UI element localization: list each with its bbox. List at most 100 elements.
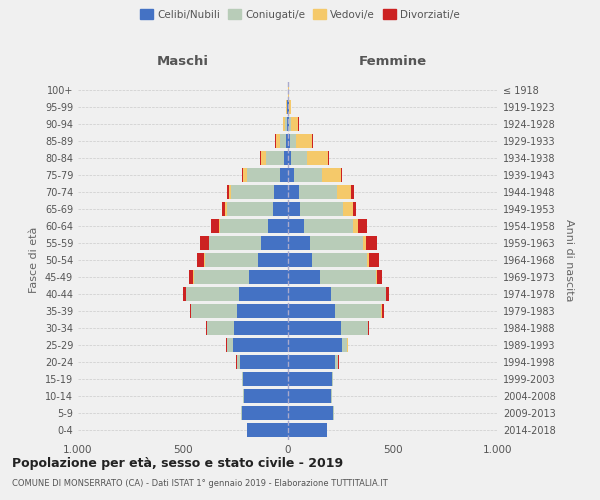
Bar xyxy=(227,185,229,200)
Bar xyxy=(274,185,288,200)
Bar xyxy=(376,270,377,284)
Bar xyxy=(288,253,312,267)
Bar xyxy=(205,253,257,267)
Bar xyxy=(280,134,286,148)
Y-axis label: Anni di nascita: Anni di nascita xyxy=(564,219,574,301)
Bar xyxy=(288,406,333,420)
Bar xyxy=(211,219,218,234)
Bar xyxy=(299,185,337,200)
Text: Maschi: Maschi xyxy=(157,55,209,68)
Bar xyxy=(239,286,288,301)
Bar xyxy=(288,270,320,284)
Bar xyxy=(288,320,341,335)
Bar xyxy=(206,320,207,335)
Bar xyxy=(190,304,191,318)
Bar xyxy=(242,406,288,420)
Bar xyxy=(288,151,291,166)
Bar xyxy=(227,202,274,216)
Bar xyxy=(331,388,332,403)
Text: Popolazione per età, sesso e stato civile - 2019: Popolazione per età, sesso e stato civil… xyxy=(12,458,343,470)
Bar xyxy=(368,320,369,335)
Text: COMUNE DI MONSERRATO (CA) - Dati ISTAT 1° gennaio 2019 - Elaborazione TUTTITALIA: COMUNE DI MONSERRATO (CA) - Dati ISTAT 1… xyxy=(12,479,388,488)
Text: Femmine: Femmine xyxy=(359,55,427,68)
Bar xyxy=(232,185,274,200)
Bar xyxy=(240,354,288,369)
Bar xyxy=(284,151,288,166)
Bar xyxy=(343,202,353,216)
Bar xyxy=(229,185,232,200)
Bar xyxy=(341,320,368,335)
Bar xyxy=(183,286,186,301)
Bar xyxy=(322,168,341,182)
Bar xyxy=(307,151,328,166)
Bar xyxy=(335,354,338,369)
Bar xyxy=(226,202,227,216)
Bar xyxy=(261,151,266,166)
Bar xyxy=(186,286,239,301)
Bar xyxy=(332,372,333,386)
Bar xyxy=(312,253,367,267)
Bar xyxy=(331,286,386,301)
Bar xyxy=(288,219,304,234)
Bar xyxy=(249,270,288,284)
Bar xyxy=(222,202,226,216)
Bar xyxy=(193,270,249,284)
Bar xyxy=(289,100,291,114)
Bar xyxy=(236,304,288,318)
Bar xyxy=(268,219,288,234)
Bar xyxy=(288,354,335,369)
Bar xyxy=(369,253,379,267)
Bar xyxy=(209,236,260,250)
Bar xyxy=(386,286,389,301)
Bar xyxy=(266,151,284,166)
Bar xyxy=(288,168,295,182)
Bar xyxy=(190,270,193,284)
Bar xyxy=(288,100,289,114)
Bar xyxy=(288,185,299,200)
Bar xyxy=(353,202,356,216)
Bar xyxy=(197,253,205,267)
Bar xyxy=(337,185,351,200)
Bar xyxy=(289,117,291,132)
Bar xyxy=(296,134,313,148)
Bar xyxy=(288,422,327,437)
Bar xyxy=(207,320,235,335)
Bar xyxy=(260,151,261,166)
Bar xyxy=(341,338,347,352)
Bar xyxy=(288,236,310,250)
Bar xyxy=(304,219,353,234)
Bar xyxy=(236,354,240,369)
Bar xyxy=(288,134,290,148)
Bar xyxy=(283,117,285,132)
Bar xyxy=(244,388,288,403)
Bar xyxy=(382,304,383,318)
Bar xyxy=(310,236,362,250)
Bar xyxy=(227,338,233,352)
Bar xyxy=(288,286,331,301)
Bar xyxy=(243,388,244,403)
Bar xyxy=(362,236,366,250)
Bar xyxy=(247,168,280,182)
Bar xyxy=(341,168,342,182)
Bar xyxy=(242,372,243,386)
Bar xyxy=(291,117,298,132)
Legend: Celibi/Nubili, Coniugati/e, Vedovi/e, Divorziati/e: Celibi/Nubili, Coniugati/e, Vedovi/e, Di… xyxy=(136,5,464,24)
Bar xyxy=(288,372,332,386)
Bar xyxy=(235,320,288,335)
Bar xyxy=(260,236,288,250)
Bar xyxy=(287,117,288,132)
Bar xyxy=(351,185,354,200)
Bar xyxy=(291,151,307,166)
Bar xyxy=(276,134,280,148)
Bar xyxy=(286,100,287,114)
Bar xyxy=(288,338,341,352)
Bar xyxy=(243,372,288,386)
Y-axis label: Fasce di età: Fasce di età xyxy=(29,227,39,293)
Bar xyxy=(287,100,288,114)
Bar xyxy=(366,236,377,250)
Bar xyxy=(295,168,322,182)
Bar xyxy=(328,151,329,166)
Bar xyxy=(358,219,367,234)
Bar xyxy=(220,219,268,234)
Bar xyxy=(200,236,209,250)
